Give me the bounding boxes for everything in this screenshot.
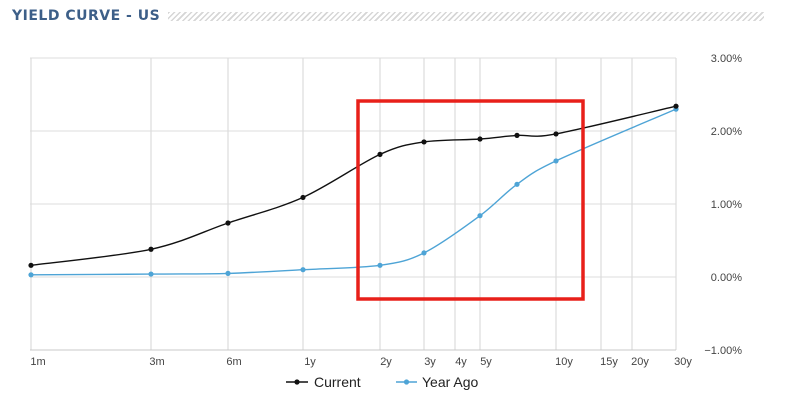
x-tick-3y: 3y <box>424 356 436 368</box>
data-point-current-1m[interactable] <box>28 262 34 268</box>
data-point-year-ago-3m[interactable] <box>148 271 154 277</box>
data-point-current-10y[interactable] <box>553 131 559 137</box>
data-point-current-1y[interactable] <box>300 194 306 201</box>
data-point-year-ago-2y[interactable] <box>377 262 383 268</box>
title-hatched-rule <box>168 12 764 21</box>
data-point-year-ago-6m[interactable] <box>225 270 231 276</box>
series-line-year-ago <box>30 108 677 276</box>
data-point-year-ago-1y[interactable] <box>300 267 306 273</box>
data-point-current-2y[interactable] <box>377 151 383 157</box>
data-point-year-ago-5y[interactable] <box>477 213 483 219</box>
y-tick-1: 2.00% <box>711 126 742 138</box>
x-tick-1m: 1m <box>30 356 45 368</box>
series-group <box>28 103 679 278</box>
data-point-year-ago-7y[interactable] <box>514 181 520 187</box>
x-tick-1y: 1y <box>304 356 316 368</box>
annotation-group <box>356 99 585 301</box>
data-point-year-ago-10y[interactable] <box>553 158 559 164</box>
legend-marker-current <box>294 379 300 385</box>
x-tick-30y: 30y <box>674 356 692 368</box>
data-point-current-6m[interactable] <box>225 220 231 226</box>
data-point-current-30y[interactable] <box>673 103 679 109</box>
x-tick-10y: 10y <box>555 356 573 368</box>
grid <box>30 57 677 351</box>
legend-item-year-ago[interactable]: Year Ago <box>396 374 479 390</box>
legend-item-current[interactable]: Current <box>286 374 361 390</box>
y-tick-labels: 3.00% 2.00% 1.00% 0.00% −1.00% <box>704 53 742 357</box>
data-point-current-5y[interactable] <box>477 136 483 142</box>
x-tick-3m: 3m <box>149 356 164 368</box>
data-point-year-ago-1m[interactable] <box>28 272 34 278</box>
legend: Current Year Ago <box>286 374 479 390</box>
data-point-current-3y[interactable] <box>421 139 427 145</box>
data-point-year-ago-3y[interactable] <box>421 250 427 256</box>
x-tick-6m: 6m <box>226 356 241 368</box>
y-tick-3: 0.00% <box>711 272 742 284</box>
chart-title: YIELD CURVE - US <box>12 8 161 24</box>
y-tick-4: −1.00% <box>704 345 742 357</box>
highlight-box <box>356 99 585 301</box>
y-tick-0: 3.00% <box>711 53 742 65</box>
legend-label-year-ago: Year Ago <box>422 374 479 390</box>
legend-marker-year-ago <box>403 379 410 385</box>
data-point-current-3m[interactable] <box>148 246 154 252</box>
x-tick-2y: 2y <box>380 356 392 368</box>
x-tick-5y: 5y <box>480 356 492 368</box>
x-tick-20y: 20y <box>631 356 649 368</box>
x-tick-15y: 15y <box>600 356 618 368</box>
series-line-current <box>30 105 677 267</box>
legend-label-current: Current <box>314 374 361 390</box>
x-tick-4y: 4y <box>455 356 467 368</box>
y-tick-2: 1.00% <box>711 199 742 211</box>
x-tick-labels: 1m 3m 6m 1y 2y 3y 4y 5y 10y 15y 20y 30y <box>30 356 692 368</box>
data-point-current-7y[interactable] <box>514 132 520 138</box>
